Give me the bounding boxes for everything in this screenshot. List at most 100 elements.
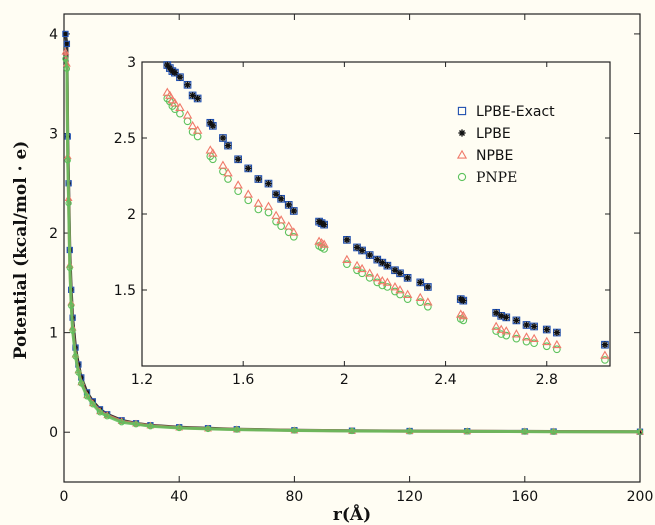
- data-point-PNPE: [96, 409, 104, 416]
- inset-data-point-NPBE: [187, 120, 198, 130]
- data-point-LPBE-Exact: [63, 40, 71, 48]
- inset-data-point-LPBE-stroke: [321, 221, 327, 228]
- inset-data-point-NPBE: [458, 310, 469, 320]
- data-point-PNPE: [147, 423, 154, 430]
- inset-data-point-NPBE: [243, 189, 253, 198]
- inset-data-point-NPBE: [390, 282, 400, 291]
- data-point-PNPE: [65, 200, 72, 207]
- inset-data-point-LPBE: [272, 190, 280, 198]
- data-point-PNPE: [521, 428, 528, 435]
- inset-data-point-LPBE: [285, 201, 293, 209]
- inset-data-point-LPBE-stroke: [460, 297, 467, 304]
- inset-data-point-LPBE-stroke: [543, 326, 550, 333]
- inset-data-point-PNPE: [512, 334, 521, 343]
- inset-data-point-LPBE-stroke: [210, 123, 216, 129]
- legend: LPBE-Exact LPBE NPBE PNPE: [456, 104, 555, 186]
- inset-data-point-LPBE-stroke: [273, 191, 279, 198]
- data-point-PNPE: [348, 427, 356, 435]
- data-point-LPBE-stroke: [63, 31, 68, 37]
- inset-data-point-NPBE: [521, 332, 532, 341]
- inset-data-point-LPBE: [373, 256, 381, 263]
- x-tick-label: 200: [627, 489, 654, 505]
- inset-data-point-LPBE-stroke: [379, 259, 386, 266]
- inset-data-point-PNPE: [343, 260, 351, 269]
- y-tick-label: 3: [49, 126, 58, 142]
- inset-data-point-LPBE-stroke: [457, 296, 464, 302]
- legend-marker-PNPE: [457, 172, 467, 182]
- legend-label-PNPE: PNPE: [476, 170, 517, 186]
- inset-data-point-LPBE: [492, 309, 500, 317]
- inset-data-point-NPBE: [491, 321, 501, 330]
- inset-data-point-LPBE: [189, 92, 196, 99]
- data-point-LPBE: [64, 41, 70, 47]
- inset-data-point-LPBE: [219, 134, 227, 142]
- legend-label-NPBE: NPBE: [476, 148, 513, 164]
- inset-data-point-LPBE: [358, 247, 366, 254]
- inset-data-point-LPBE-stroke: [498, 313, 505, 319]
- inset-data-point-LPBE: [379, 259, 386, 266]
- inset-data-point-LPBE: [502, 314, 510, 321]
- inset-data-point-PNPE: [383, 283, 392, 291]
- inset-data-point-LPBE-stroke: [290, 208, 297, 214]
- series-curve-PNPE: [63, 58, 641, 434]
- inset-data-point-NPBE: [542, 336, 552, 346]
- inset-data-point-LPBE-stroke: [318, 220, 325, 226]
- inset-data-point-LPBE: [290, 207, 298, 215]
- inset-data-point-LPBE: [543, 326, 551, 333]
- inset-data-point-NPBE: [276, 215, 286, 224]
- data-point-PNPE: [464, 428, 471, 435]
- inset-data-point-NPBE: [182, 110, 193, 119]
- inset-data-point-LPBE: [343, 236, 351, 244]
- legend-marker-LPBE-Exact: [457, 106, 467, 116]
- data-point-PNPE: [550, 428, 557, 435]
- inset-data-point-LPBE-stroke: [245, 165, 252, 172]
- legend-marker-NPBE: [456, 149, 468, 159]
- inset-data-point-LPBE: [553, 329, 561, 336]
- inset-y-tick-label: 2.5: [114, 131, 136, 147]
- inset-data-point-LPBE-stroke: [531, 323, 537, 330]
- y-tick-label: 2: [49, 226, 58, 242]
- x-tick-label: 40: [170, 489, 188, 505]
- inset-data-point-LPBE: [416, 279, 424, 286]
- inset-data-point-LPBE-stroke: [344, 237, 350, 243]
- inset-data-point-PNPE: [396, 290, 404, 299]
- inset-data-point-LPBE-stroke: [172, 69, 178, 76]
- inset-data-point-NPBE: [175, 102, 185, 111]
- inset-data-point-LPBE: [424, 283, 432, 291]
- inset-x-tick-label: 2: [340, 372, 349, 388]
- inset-data-point-NPBE: [382, 277, 393, 286]
- inset-data-point-LPBE: [497, 312, 505, 320]
- inset-data-point-LPBE: [234, 155, 242, 163]
- data-point-PNPE: [63, 65, 71, 72]
- inset-data-point-LPBE: [224, 142, 232, 149]
- inset-data-point-LPBE-stroke: [169, 68, 176, 74]
- x-axis-label: r(Å): [333, 503, 371, 525]
- data-point-PNPE: [118, 419, 125, 426]
- inset-data-point-NPBE: [501, 326, 512, 335]
- inset-data-point-NPBE: [263, 201, 274, 210]
- inset-data-point-LPBE-stroke: [189, 92, 196, 99]
- inset-data-point-NPBE: [271, 210, 281, 219]
- inset-data-point-NPBE: [364, 268, 375, 277]
- inset-data-point-LPBE-stroke: [225, 142, 231, 149]
- inset-x-tick-label: 1.6: [232, 372, 254, 388]
- data-point-PNPE: [62, 55, 69, 62]
- inset-data-point-LPBE-stroke: [255, 176, 262, 182]
- inset-data-point-LPBE: [244, 165, 252, 172]
- inset-data-point-LPBE-stroke: [207, 119, 214, 126]
- inset-data-point-PNPE: [530, 339, 538, 348]
- inset-data-point-LPBE: [459, 297, 467, 304]
- data-point-LPBE: [62, 31, 69, 37]
- inset-data-point-LPBE-stroke: [374, 256, 381, 263]
- inset-data-point-NPBE: [372, 272, 383, 282]
- inset-data-point-NPBE: [402, 289, 413, 298]
- inset-data-point-NPBE: [165, 90, 175, 99]
- data-point-PNPE: [64, 157, 71, 164]
- inset-data-point-NPBE: [223, 168, 233, 177]
- data-point-PNPE: [66, 264, 73, 272]
- inset-data-point-PNPE: [289, 232, 298, 241]
- inset-data-point-LPBE-stroke: [220, 135, 226, 141]
- data-point-PNPE: [291, 427, 298, 434]
- inset-data-point-LPBE-stroke: [366, 252, 373, 258]
